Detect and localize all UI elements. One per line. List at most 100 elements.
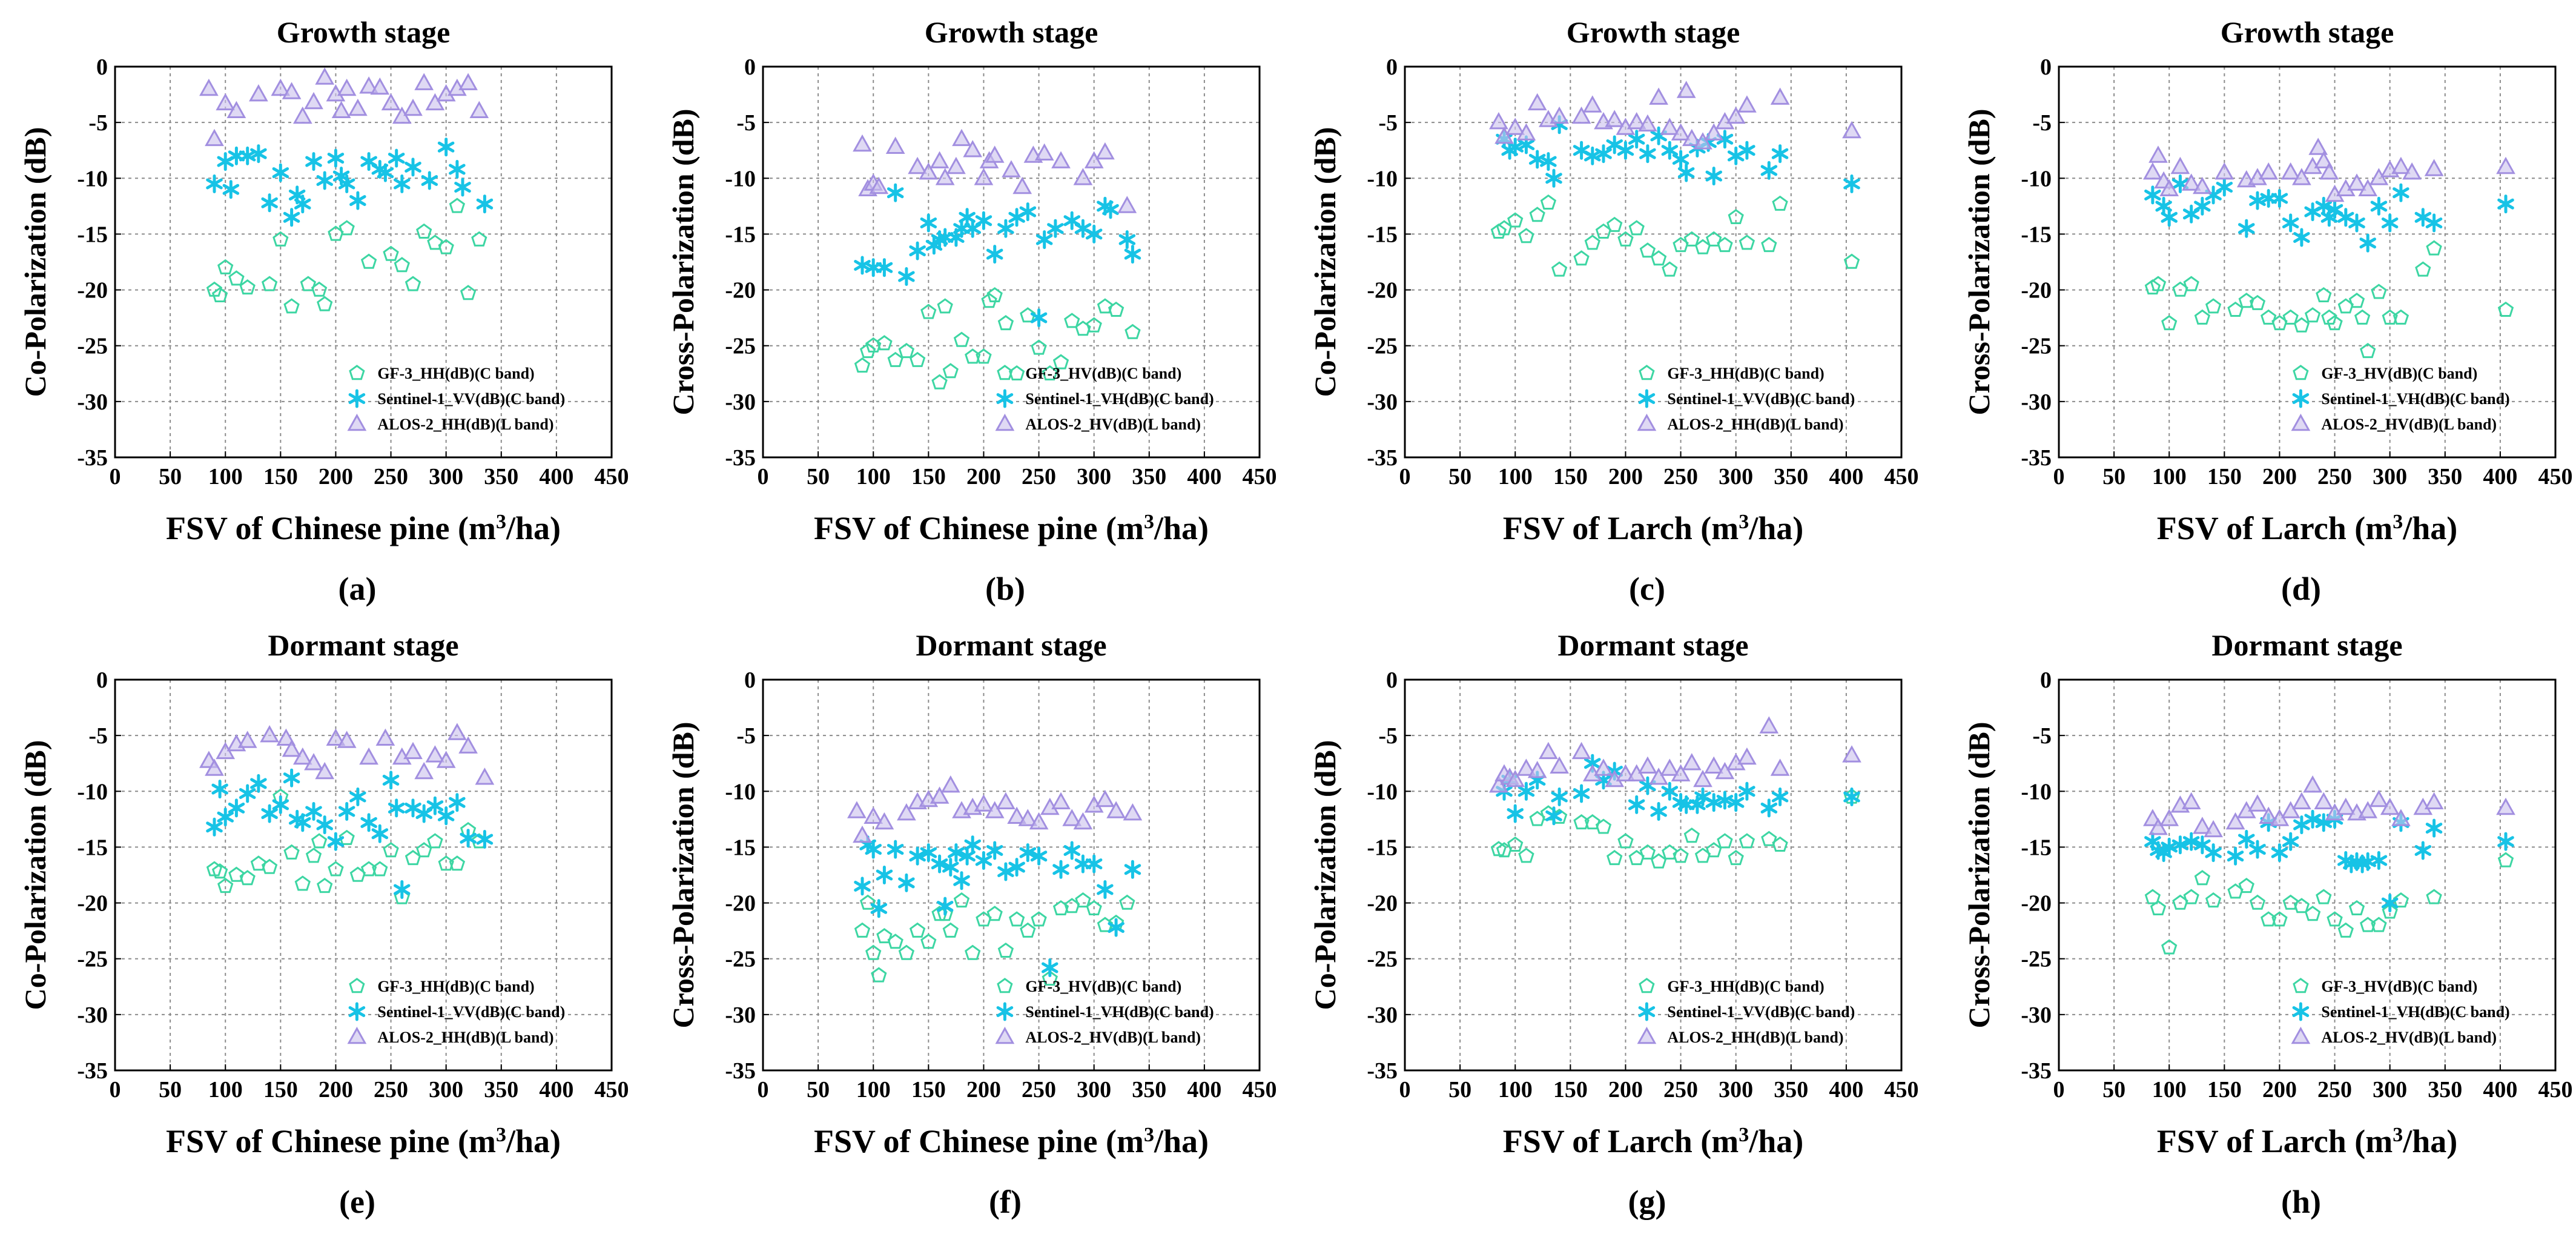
data-point: [865, 337, 882, 353]
data-point: [1639, 144, 1656, 164]
data-point: [1843, 787, 1860, 806]
data-point: [438, 239, 454, 254]
data-point: [1540, 194, 1557, 210]
data-point: [920, 933, 937, 949]
data-point: [292, 747, 312, 765]
data-point: [986, 245, 1003, 264]
data-point: [854, 357, 871, 373]
data-point: [1125, 323, 1141, 339]
y-tick-label: -5: [1378, 110, 1398, 136]
data-point: [226, 101, 246, 118]
data-point: [1728, 850, 1744, 866]
x-axis-label: FSV of Chinese pine (m3/ha): [814, 510, 1209, 546]
y-tick-label: -5: [88, 110, 108, 136]
data-point: [1051, 151, 1071, 168]
y-tick-label: -20: [77, 278, 108, 303]
data-point: [1677, 163, 1695, 182]
data-point: [2159, 809, 2179, 826]
y-axis-label: Co-Polarization (dB): [18, 127, 52, 397]
data-point: [1627, 112, 1646, 130]
data-point: [985, 145, 1005, 163]
x-axis-label: FSV of Larch (m3/ha): [2157, 510, 2458, 546]
x-tick-label: 200: [1608, 464, 1643, 489]
data-point: [239, 784, 256, 803]
legend-marker: [1639, 365, 1655, 380]
data-point: [260, 725, 279, 743]
data-point: [1682, 128, 1702, 147]
x-tick-label: 0: [1399, 464, 1411, 489]
plot-frame: [114, 65, 613, 459]
y-tick-label: 0: [96, 55, 108, 80]
legend-entry: Sentinel-1_VH(dB)(C band): [2321, 390, 2509, 408]
data-point: [261, 858, 278, 874]
data-point: [471, 231, 487, 247]
data-point: [942, 363, 959, 379]
data-point: [2348, 293, 2365, 308]
series-triangle: [853, 128, 1137, 213]
legend-entry: ALOS-2_HV(dB)(L band): [1025, 1029, 1201, 1046]
data-point: [1761, 831, 1777, 846]
data-point: [1662, 261, 1678, 277]
data-point: [1063, 841, 1080, 860]
data-point: [997, 219, 1014, 238]
legend-entry: Sentinel-1_VV(dB)(C band): [1667, 1003, 1855, 1021]
panel-label: (e): [339, 1184, 375, 1220]
data-point: [1073, 812, 1093, 830]
y-tick-label: -20: [725, 891, 756, 917]
chart-title: Dormant stage: [916, 628, 1106, 662]
data-point: [359, 76, 378, 94]
data-point: [1518, 228, 1534, 244]
data-point: [1717, 833, 1733, 849]
data-point: [1119, 894, 1135, 910]
data-point: [953, 892, 970, 908]
data-point: [261, 193, 278, 213]
data-point: [1108, 918, 1125, 937]
x-tick-label: 300: [1077, 1077, 1111, 1102]
data-point: [2143, 162, 2162, 180]
data-point: [449, 793, 466, 812]
data-point: [449, 197, 466, 213]
data-point: [953, 331, 970, 347]
y-tick-label: -20: [77, 891, 108, 917]
data-point: [383, 245, 399, 261]
x-tick-label: 50: [159, 464, 182, 489]
data-point: [898, 343, 915, 359]
legend-marker: [1639, 978, 1655, 993]
data-point: [2181, 173, 2201, 191]
data-point: [1075, 892, 1091, 908]
data-point: [869, 176, 889, 194]
data-point: [1739, 234, 1755, 250]
legend-entry: ALOS-2_HV(dB)(L band): [1025, 416, 1201, 433]
data-point: [1035, 230, 1053, 250]
data-point: [1737, 747, 1757, 765]
y-tick-label: -20: [2021, 891, 2052, 917]
data-point: [1739, 833, 1755, 849]
data-point: [2194, 196, 2211, 216]
chart-panel: 0 50 100 150 200 250 300 350 400 450 0 -5 -10 -15 -20 -…: [18, 628, 629, 1220]
data-point: [414, 761, 434, 780]
legend-marker: [1637, 1026, 1657, 1044]
data-point: [1034, 143, 1054, 161]
x-tick-label: 0: [758, 464, 769, 489]
data-point: [2496, 156, 2515, 174]
y-tick-label: -15: [2021, 222, 2052, 247]
data-point: [1661, 141, 1679, 160]
data-point: [865, 944, 882, 960]
y-tick-label: -30: [725, 390, 756, 415]
data-point: [2497, 301, 2514, 317]
x-tick-label: 350: [484, 464, 518, 489]
y-tick-label: -30: [2021, 390, 2052, 415]
x-tick-label: 450: [2538, 1077, 2573, 1102]
legend-marker: [997, 365, 1013, 380]
x-tick-label: 200: [1608, 1077, 1643, 1102]
data-point: [1770, 87, 1790, 105]
y-tick-label: 0: [1386, 668, 1398, 693]
data-point: [986, 287, 1003, 302]
data-point: [2414, 208, 2432, 227]
data-point: [2358, 801, 2378, 818]
data-point: [1628, 795, 1645, 814]
data-point: [304, 753, 323, 771]
data-point: [394, 174, 411, 193]
y-tick-label: -35: [77, 1058, 108, 1084]
y-tick-label: -35: [1367, 1058, 1398, 1084]
